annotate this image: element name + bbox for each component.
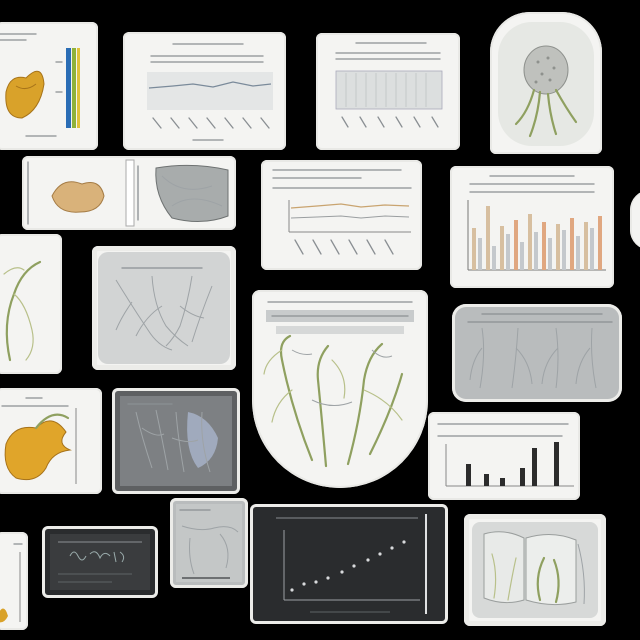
card-branching-roots xyxy=(92,246,236,370)
line-chart-image xyxy=(147,43,273,141)
root-panel-image xyxy=(467,313,613,389)
seed-pod-image xyxy=(498,22,594,146)
card-root-panel-right xyxy=(452,304,622,402)
card-seed-pod-specimen xyxy=(490,12,602,154)
card-edge-fragment-right xyxy=(630,190,640,250)
card-vine-sketch-left xyxy=(0,234,62,374)
card-blue-root-panel xyxy=(112,388,240,494)
card-yellow-flower-specimen xyxy=(0,388,102,494)
colored-bar-chart-image xyxy=(467,175,606,271)
card-root-tuber-specimens xyxy=(22,156,236,230)
yellow-specimen-image xyxy=(0,33,80,137)
card-dark-panel-lettering xyxy=(42,526,158,598)
card-root-panel-bottom-right xyxy=(464,514,606,626)
yellow-flower-image xyxy=(1,397,77,484)
card-dark-scatter-plot xyxy=(250,504,448,624)
blue-root-panel-image xyxy=(120,396,232,486)
large-root-image xyxy=(263,301,414,468)
pale-bar-chart-image xyxy=(335,42,443,128)
card-large-root-illustration xyxy=(252,290,428,488)
dark-lettering-panel-image xyxy=(50,534,150,590)
card-small-specimen-bottom-left xyxy=(0,532,28,630)
dark-scatter-plot-image xyxy=(276,514,427,614)
small-specimen-image xyxy=(0,543,23,623)
card-line-chart-2 xyxy=(261,160,422,270)
line-chart-image xyxy=(272,169,412,255)
small-gray-sketch-image xyxy=(176,504,242,582)
card-specimen-yellow-chart xyxy=(0,22,98,150)
card-bar-chart-colored xyxy=(450,166,614,288)
card-line-chart-1 xyxy=(123,32,286,150)
card-dark-bar-chart xyxy=(428,412,580,500)
root-panel-image xyxy=(472,522,598,618)
branching-roots-image xyxy=(98,252,230,364)
tuber-specimens-image xyxy=(27,159,229,227)
card-small-gray-sketch xyxy=(170,498,248,588)
vine-sketch-image xyxy=(3,260,42,362)
dark-bar-chart-image xyxy=(437,423,574,487)
card-bar-chart-pale xyxy=(316,33,460,150)
